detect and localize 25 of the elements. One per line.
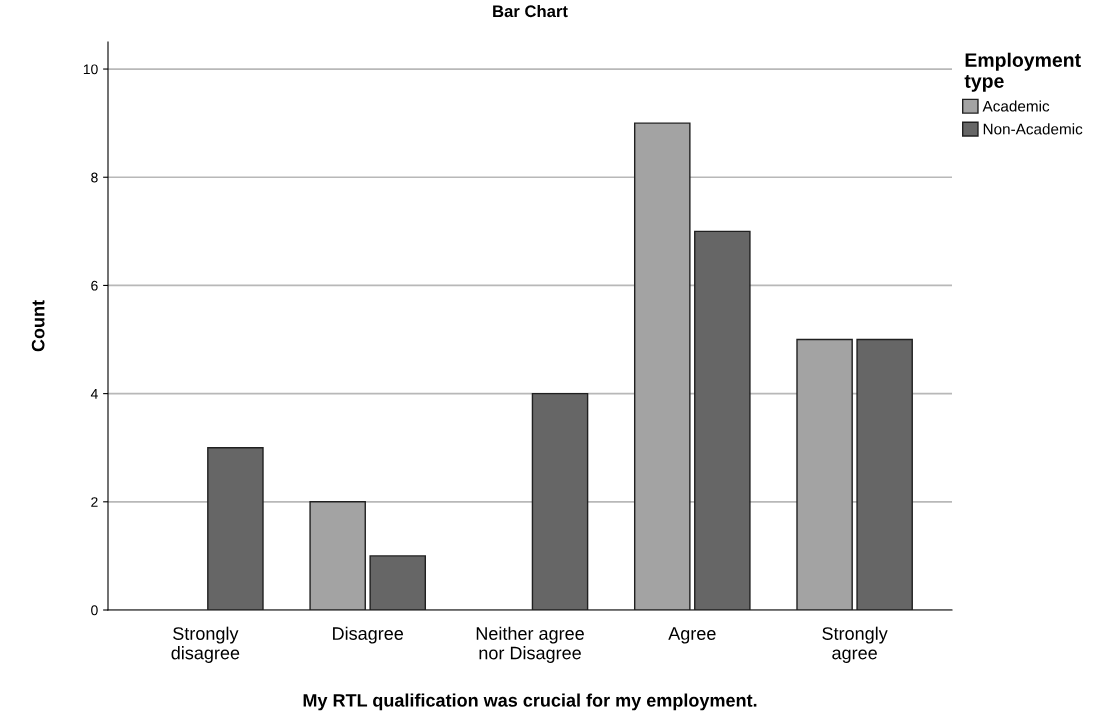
y-axis-title: Count	[31, 300, 45, 352]
chart-title: Bar Chart	[493, 4, 568, 18]
y-tick-label: 8	[91, 172, 98, 183]
y-tick-label: 0	[91, 605, 98, 616]
x-tick-label: Disagree	[333, 626, 404, 644]
x-tick-label: Neither agree nor Disagree	[476, 626, 584, 663]
bar	[796, 338, 853, 610]
x-tick-label: Strongly agree	[822, 626, 888, 663]
bar	[633, 122, 691, 610]
bar	[207, 447, 264, 610]
x-tick-label: Strongly disagree	[171, 626, 240, 663]
bar	[694, 230, 751, 610]
bar	[369, 555, 427, 610]
y-tick-label: 10	[83, 64, 98, 75]
legend-label: Non-Academic	[983, 123, 1083, 135]
bar	[309, 501, 366, 610]
legend-label: Academic	[982, 100, 1050, 112]
y-tick-label: 6	[91, 280, 98, 291]
bar	[856, 338, 913, 610]
x-axis-title: My RTL qualification was crucial for my employment.	[303, 693, 757, 711]
y-tick-label: 4	[90, 389, 98, 399]
legend-title: Employment type	[964, 52, 1081, 92]
bar	[531, 392, 589, 610]
x-tick-label: Agree	[668, 627, 716, 644]
y-tick-label: 2	[91, 497, 98, 507]
